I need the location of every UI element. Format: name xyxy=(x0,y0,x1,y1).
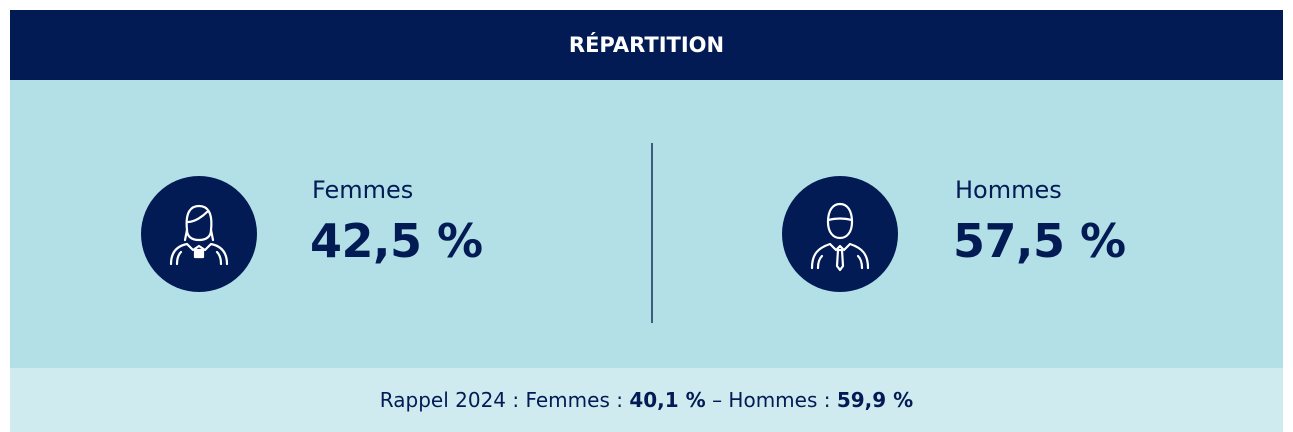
footer-value: 40,1 % xyxy=(629,388,706,412)
label: Femmes xyxy=(312,176,414,204)
label: Hommes xyxy=(955,176,1062,204)
man-icon xyxy=(782,176,898,292)
footer-text: – Hommes : xyxy=(712,388,831,412)
header: RÉPARTITION xyxy=(10,10,1283,80)
footer-value: 59,9 % xyxy=(836,388,914,412)
value: 57,5 % xyxy=(953,214,1126,268)
title: RÉPARTITION xyxy=(568,33,725,57)
divider xyxy=(651,143,653,323)
value: 42,5 % xyxy=(310,214,483,268)
footer: Rappel 2024 : Femmes : 40,1 % – Hommes :… xyxy=(10,368,1283,432)
footer-text: Rappel 2024 : Femmes : xyxy=(379,388,623,412)
woman-icon xyxy=(141,176,257,292)
panel: Femmes 42,5 % Hommes 57,5 % xyxy=(10,80,1283,368)
